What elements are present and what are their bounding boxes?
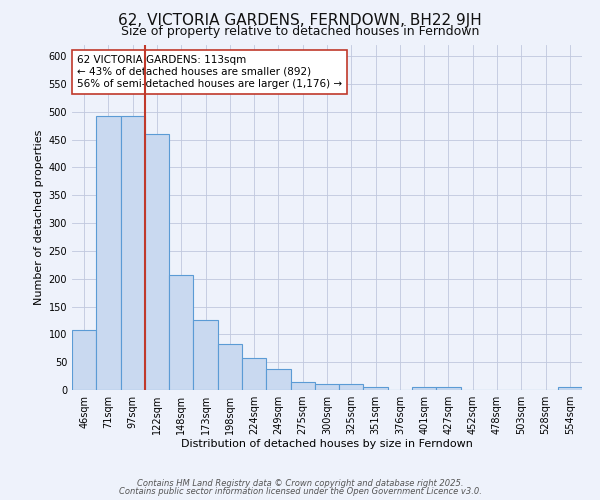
Text: Size of property relative to detached houses in Ferndown: Size of property relative to detached ho… <box>121 25 479 38</box>
Bar <box>315 384 339 390</box>
Bar <box>218 344 242 390</box>
Bar <box>145 134 169 390</box>
Bar <box>121 116 145 390</box>
Bar <box>72 330 96 390</box>
X-axis label: Distribution of detached houses by size in Ferndown: Distribution of detached houses by size … <box>181 438 473 448</box>
Bar <box>364 387 388 390</box>
Y-axis label: Number of detached properties: Number of detached properties <box>34 130 44 305</box>
Bar <box>436 387 461 390</box>
Bar <box>339 384 364 390</box>
Text: 62 VICTORIA GARDENS: 113sqm
← 43% of detached houses are smaller (892)
56% of se: 62 VICTORIA GARDENS: 113sqm ← 43% of det… <box>77 56 342 88</box>
Bar <box>96 116 121 390</box>
Bar <box>169 275 193 390</box>
Text: Contains HM Land Registry data © Crown copyright and database right 2025.: Contains HM Land Registry data © Crown c… <box>137 478 463 488</box>
Text: Contains public sector information licensed under the Open Government Licence v3: Contains public sector information licen… <box>119 487 481 496</box>
Bar <box>558 387 582 390</box>
Bar <box>193 320 218 390</box>
Bar <box>266 370 290 390</box>
Bar <box>412 387 436 390</box>
Text: 62, VICTORIA GARDENS, FERNDOWN, BH22 9JH: 62, VICTORIA GARDENS, FERNDOWN, BH22 9JH <box>118 12 482 28</box>
Bar <box>242 358 266 390</box>
Bar <box>290 382 315 390</box>
